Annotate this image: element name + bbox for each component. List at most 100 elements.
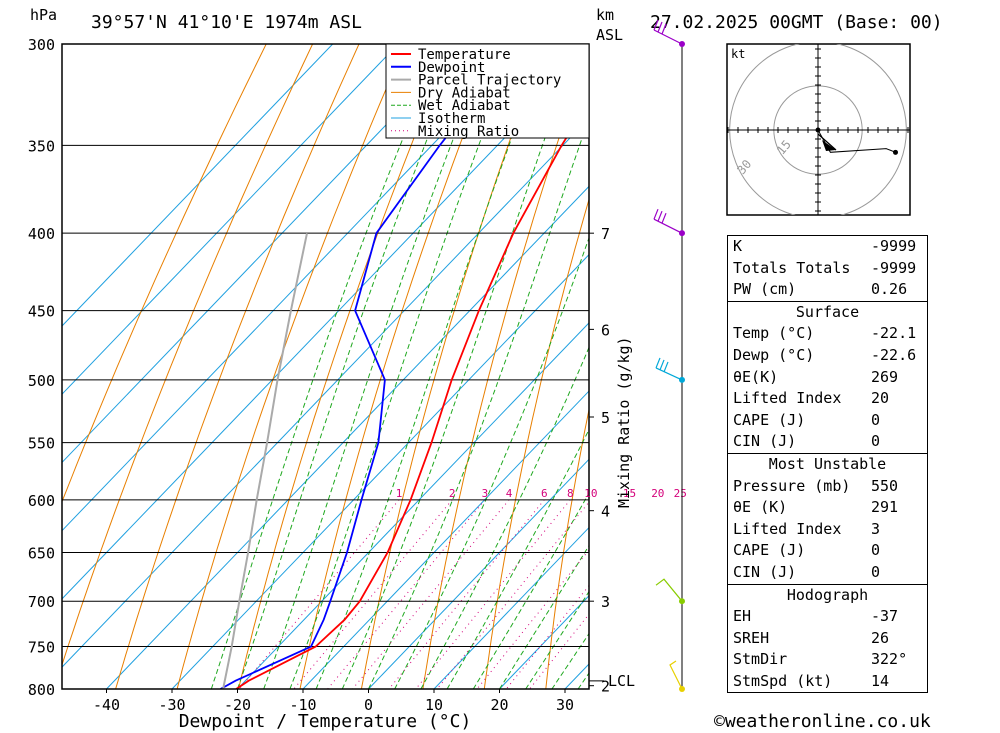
mu-li-row: Lifted Index 3 [728,519,927,541]
surface-title: Surface [795,302,860,321]
most-unstable-title: Most Unstable [768,454,887,473]
pressure-tick-label: 750 [28,639,55,657]
temp-tick-label: 30 [556,696,574,714]
asl-unit-label: ASL [596,26,623,44]
pressure-tick-label: 650 [28,544,55,562]
temp-tick-label: -10 [289,696,316,714]
mixing-ratio-label: 15 [623,487,636,500]
isotherm-line [171,253,589,689]
stmspd-value: 14 [871,671,890,690]
pressure-tick-label: 600 [28,492,55,510]
wind-barb [653,19,683,45]
mixing-ratio-label: 1 [396,487,403,500]
mixing-ratio-line [352,499,510,689]
storm-motion-arrow [822,140,836,151]
surface-li-row: Lifted Index 20 [728,388,927,410]
pressure-tick-label: 450 [28,303,55,321]
surface-cape-row: CAPE (J) 0 [728,410,927,432]
temp-tick-label: 10 [425,696,443,714]
hodograph-unit: kt [731,47,745,61]
surface-section: Surface Temp (°C) -22.1 Dewp (°C) -22.6 θE… [727,300,928,453]
mixing-ratio-label: 10 [584,487,597,500]
legend-label: Wet Adiabat [418,98,511,114]
mixing-ratio-axis-label: Mixing Ratio (g/kg) [615,336,633,508]
km-tick-label: 2 [601,678,610,696]
wind-barb [655,357,683,381]
pressure-tick-label: 300 [28,36,55,54]
surface-theta-row: θE(K) 269 [728,367,927,389]
eh-value: -37 [871,607,899,626]
lcl-label: LCL [608,672,635,690]
mu-pressure-label: Pressure (mb) [733,476,851,495]
totals-totals-value: -9999 [871,258,917,277]
mixing-ratio-label: 6 [541,487,548,500]
k-index-row: K -9999 [728,236,927,258]
hodograph-trace [817,129,896,153]
hodograph-ring-label: 45 [695,177,715,197]
surface-cin-value: 0 [871,432,881,451]
surface-temp-value: -22.1 [871,324,917,343]
pressure-tick-label: 700 [28,593,55,611]
stmdir-label: StmDir [733,650,788,669]
pressure-tick-label: 800 [28,681,55,699]
pw-row: PW (cm) 0.26 [728,279,927,301]
mu-cin-value: 0 [871,562,881,581]
temp-tick-label: -20 [224,696,251,714]
surface-cin-row: CIN (J) 0 [728,431,927,453]
mixing-ratio-line [415,499,571,689]
legend-label: Dewpoint [418,60,485,76]
mu-li-value: 3 [871,519,881,538]
location-title: 39°57'N 41°10'E 1974m ASL [91,12,362,33]
dry-adiabat [62,44,314,667]
temperature-line [235,99,589,689]
mu-pressure-row: Pressure (mb) 550 [728,476,927,498]
hodograph-params-section: Hodograph EH -37 SREH 26 StmDir 322° StmSpd… [727,583,928,694]
wet-adiabat [341,44,580,689]
mixing-ratio-label: 20 [651,487,664,500]
km-tick-label: 6 [601,321,610,339]
stmspd-label: StmSpd (kt) [733,671,833,690]
k-index-value: -9999 [871,237,917,255]
mu-theta-label: θE (K) [733,498,788,517]
isotherm-line [62,49,589,600]
pressure-tick-label: 400 [28,225,55,243]
surface-theta-value: 269 [871,367,899,386]
stmdir-value: 322° [871,650,908,669]
x-axis-title: Dewpoint / Temperature (°C) [179,711,472,732]
datetime-title: 27.02.2025 00GMT (Base: 00) [650,12,943,33]
wet-adiabat [420,346,589,689]
eh-label: EH [733,607,752,626]
isotherm-line [302,390,589,689]
plot-frame [61,43,590,690]
wind-barb [655,578,683,602]
pressure-tick-label: 550 [28,435,55,453]
surface-cin-label: CIN (J) [733,432,797,451]
isotherm-line [62,44,530,532]
surface-temp-row: Temp (°C) -22.1 [728,323,927,345]
surface-li-value: 20 [871,389,890,408]
surface-li-label: Lifted Index [733,389,842,408]
mu-theta-row: θE (K) 291 [728,497,927,519]
temp-tick-label: -40 [93,696,120,714]
copyright-footer: ©weatheronline.co.uk [714,711,931,732]
isotherm-line [62,117,589,668]
legend-label: Dry Adiabat [418,85,511,101]
hpa-unit-label: hPa [30,6,57,24]
wind-barb [653,208,683,234]
wet-adiabat [315,44,547,689]
axis-labels: 1 2 3 4 6 8 10 15 20 2530035040045050055060065070… [28,36,687,732]
most-unstable-section: Most Unstable Pressure (mb) 550 θE (K) 291… [727,452,928,584]
indices-table: K -9999 Totals Totals -9999 PW (cm) 0.26 Su… [727,235,928,694]
profiles [220,44,589,689]
isotherm-line [62,44,399,395]
isotherm-line [62,44,465,464]
km-tick-label: 3 [601,593,610,611]
legend-label: Isotherm [418,111,485,127]
mixing-ratio-line [293,499,453,689]
isotherm-line [237,322,589,689]
wet-adiabat [289,44,518,689]
mixing-ratio-line [388,499,545,689]
